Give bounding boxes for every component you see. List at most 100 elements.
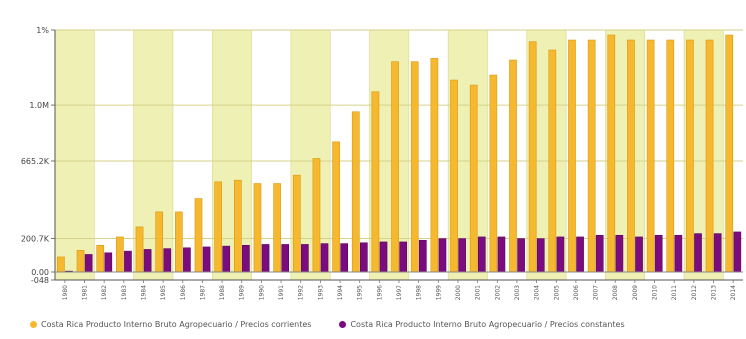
bar-corrientes-1997 [391,61,399,273]
x-tick-label: 1981 [81,285,88,300]
bar-corrientes-1984 [135,226,144,273]
bar-corrientes-2012 [686,39,694,273]
bar-corrientes-2011 [666,39,675,273]
bar-corrientes-2014 [725,34,734,273]
x-tick-label: 1985 [160,285,167,300]
bar-corrientes-1989 [233,179,242,273]
x-tick-label: 1992 [298,285,305,300]
bar-constantes-1983 [124,250,132,273]
bar-constantes-2005 [556,236,565,273]
bar-corrientes-1995 [351,111,360,273]
x-tick-label: 1984 [140,285,147,300]
bar-corrientes-2006 [568,39,576,273]
bar-corrientes-1985 [155,211,164,273]
legend-swatch-corrientes [30,321,37,328]
bar-corrientes-1996 [371,91,380,273]
bar-corrientes-2008 [607,34,616,273]
x-tick-label: 1987 [199,285,206,300]
bar-constantes-2014 [733,231,742,273]
x-tick-label: 1988 [219,285,226,300]
bar-constantes-1988 [222,245,231,273]
y-tick-label: 1% [36,26,49,35]
bar-constantes-1991 [281,244,290,273]
bar-constantes-1999 [438,238,447,273]
x-tick-label: 2001 [475,285,482,300]
bar-constantes-1985 [163,248,172,273]
bar-constantes-1987 [202,246,211,273]
legend-label-corrientes: Costa Rica Producto Interno Bruto Agrope… [41,320,312,329]
bar-corrientes-1993 [312,158,321,273]
bar-corrientes-1990 [253,183,262,273]
legend-item-corrientes[interactable]: Costa Rica Producto Interno Bruto Agrope… [30,320,311,329]
bar-corrientes-2001 [469,84,478,273]
bar-constantes-2012 [694,233,702,273]
bar-corrientes-1991 [273,183,281,273]
x-tick-label: 2003 [514,285,521,300]
bar-corrientes-2002 [489,74,498,273]
x-tick-label: 2008 [612,285,619,300]
bar-constantes-1992 [301,244,309,273]
x-tick-label: 1997 [396,285,403,300]
bar-constantes-2006 [576,236,584,273]
bar-constantes-1986 [183,247,191,273]
x-axis: 1980 1981 1982 1983 1984 1985 1986 1987 1988 1989… [62,280,737,300]
bar-constantes-1994 [340,243,349,273]
x-tick-label: 2010 [652,285,659,300]
x-tick-label: 1996 [376,285,383,300]
x-tick-label: 2011 [671,285,678,300]
legend-item-constantes[interactable]: Costa Rica Producto Interno Bruto Agrope… [339,320,625,329]
bar-corrientes-1994 [332,141,340,273]
bar-corrientes-1980 [57,256,65,273]
legend-swatch-constantes [339,321,347,328]
x-tick-label: 1998 [416,285,423,300]
bar-constantes-2010 [654,234,663,273]
bar-constantes-2003 [517,238,525,273]
x-tick-label: 2009 [632,285,639,300]
x-tick-label: 1986 [180,285,187,300]
x-tick-label: 2005 [553,285,560,300]
x-tick-label: 1989 [239,285,246,300]
x-tick-label: 1993 [317,285,324,300]
bar-corrientes-1982 [96,244,105,273]
bars [57,34,742,273]
bar-corrientes-2004 [528,41,537,273]
bar-corrientes-1992 [292,174,301,273]
x-tick-label: 2012 [691,285,698,300]
x-tick-label: 2014 [730,285,737,300]
bar-corrientes-1987 [194,198,203,273]
x-tick-label: 1990 [258,285,265,300]
bar-constantes-2011 [674,234,683,273]
bar-constantes-1996 [379,241,388,273]
legend-label-constantes: Costa Rica Producto Interno Bruto Agrope… [350,320,625,329]
x-tick-label: 1994 [337,285,344,300]
x-tick-label: 1982 [101,285,108,300]
bar-corrientes-1988 [214,181,222,273]
x-tick-label: 2007 [593,285,600,300]
bar-constantes-1997 [399,241,407,273]
y-tick-label: 665.2K [21,157,50,166]
bar-corrientes-1983 [116,236,124,273]
bar-corrientes-1999 [430,58,439,273]
bar-constantes-2007 [595,234,604,273]
y-tick-label: 0.00 [31,268,49,277]
bar-corrientes-2000 [450,79,458,273]
bar-constantes-2001 [477,236,486,273]
x-tick-label: 1991 [278,285,285,300]
x-tick-label: 1999 [435,285,442,300]
bar-corrientes-2007 [587,39,596,273]
x-tick-label: 2006 [573,285,580,300]
bar-constantes-1998 [418,239,427,273]
bar-corrientes-2009 [627,39,635,273]
x-tick-label: 2002 [494,285,501,300]
y-tick-label: 200.7K [21,234,50,243]
bar-constantes-1989 [242,244,250,273]
x-tick-label: 2004 [534,285,541,300]
bar-constantes-2008 [615,234,624,273]
legend: Costa Rica Producto Interno Bruto Agrope… [30,320,625,329]
bar-constantes-2004 [536,238,545,273]
bar-constantes-2013 [713,233,722,273]
bar-corrientes-1986 [175,211,183,273]
y-tick-label: -048 [31,276,49,285]
bar-constantes-1990 [261,244,270,273]
